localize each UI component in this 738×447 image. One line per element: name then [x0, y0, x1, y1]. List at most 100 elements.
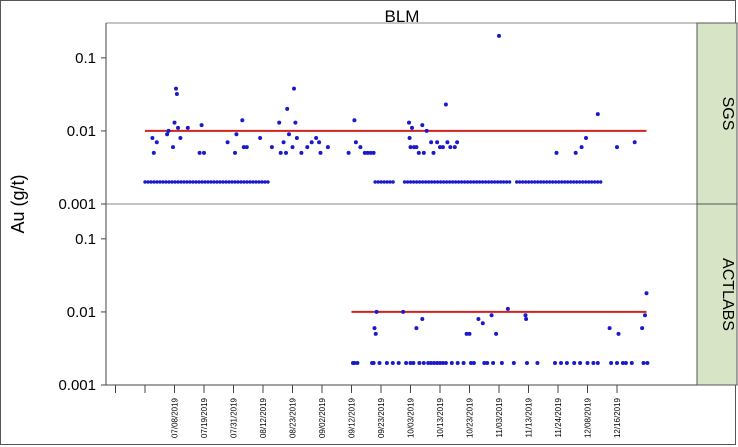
x-tick-label: 09/23/2019 [377, 397, 386, 438]
baseline-point [197, 180, 201, 184]
data-point [362, 150, 367, 155]
baseline-point [524, 180, 528, 184]
data-point [258, 136, 263, 140]
baseline-point [507, 180, 512, 184]
data-point [176, 125, 180, 130]
baseline-point [155, 180, 159, 184]
data-point [615, 361, 619, 365]
baseline-point [435, 180, 440, 184]
baseline-point [379, 180, 383, 184]
data-point [438, 145, 442, 150]
baseline-point [194, 180, 198, 184]
data-point [632, 140, 637, 145]
data-point [489, 313, 494, 318]
data-point [424, 128, 429, 133]
baseline-point [221, 180, 225, 184]
data-point [440, 361, 445, 365]
data-point [554, 150, 559, 155]
baseline-point [242, 180, 246, 184]
baseline-point [560, 180, 564, 184]
x-tick-label: 09/02/2019 [318, 397, 327, 438]
data-point [185, 125, 190, 130]
baseline-point [414, 180, 419, 184]
data-point [420, 123, 425, 128]
data-point [644, 291, 649, 296]
data-point [511, 361, 516, 365]
data-point [553, 361, 557, 365]
data-point [365, 150, 370, 155]
baseline-point [173, 180, 177, 184]
strip-actlabs: ACTLABS [696, 203, 738, 386]
data-point [573, 150, 578, 155]
data-point [559, 361, 563, 365]
y-tick-label: 0.01 [67, 304, 96, 321]
baseline-point [530, 180, 534, 184]
panel-actlabs: 0.001 0.01 0.1 [58, 203, 698, 394]
strip-background [696, 22, 738, 205]
data-point [197, 150, 202, 155]
baseline-point [170, 180, 174, 184]
baseline-point [590, 180, 594, 184]
baseline-point [402, 180, 407, 184]
baseline-point [382, 180, 386, 184]
panels-layer: 0.001 0.01 0.1 0.001 0.01 0.1 [58, 22, 698, 394]
data-point [234, 132, 239, 137]
data-point [233, 150, 237, 155]
baseline-point [501, 180, 506, 184]
data-point [461, 361, 466, 365]
baseline-point [551, 180, 555, 184]
data-point [358, 145, 363, 150]
baseline-point [257, 180, 261, 184]
data-point [171, 145, 175, 150]
data-point [404, 361, 409, 365]
data-point [464, 331, 469, 336]
data-point [455, 361, 460, 365]
baseline-point [224, 180, 228, 184]
data-point [278, 150, 283, 155]
baseline-point [233, 180, 237, 184]
data-point [480, 321, 485, 326]
baseline-point [218, 180, 222, 184]
data-point [429, 140, 434, 145]
baseline-point [486, 180, 491, 184]
data-point [505, 306, 510, 311]
baseline-point [462, 180, 467, 184]
baseline-point [385, 180, 389, 184]
data-point [299, 150, 304, 155]
data-point [241, 145, 246, 150]
data-point [584, 136, 588, 140]
baseline-point [447, 180, 452, 184]
data-point [469, 361, 473, 365]
baseline-point [260, 180, 264, 184]
y-tick-label: 0.001 [58, 377, 96, 394]
data-point [421, 150, 426, 155]
data-point [290, 145, 295, 150]
y-tick-label: 0.01 [67, 123, 96, 140]
baseline-point [388, 180, 392, 184]
data-point [384, 361, 389, 365]
data-point [445, 140, 450, 145]
data-point [620, 361, 625, 365]
x-tick-label: 11/03/2019 [495, 397, 504, 437]
data-point [373, 331, 378, 336]
data-point [440, 145, 445, 150]
data-point [429, 361, 434, 365]
baseline-point [373, 180, 377, 184]
data-point [407, 120, 411, 125]
baseline-point [527, 180, 531, 184]
data-point [277, 120, 282, 125]
baseline-point [405, 180, 410, 184]
baseline-point [179, 180, 183, 184]
baseline-point [263, 180, 267, 184]
baseline-point [563, 180, 567, 184]
data-point [377, 361, 382, 365]
baseline-point [254, 180, 258, 184]
data-point [151, 150, 156, 155]
baseline-point [167, 180, 171, 184]
x-tick-label: 11/24/2019 [554, 397, 563, 437]
data-point [524, 317, 529, 321]
data-point [325, 145, 330, 150]
baseline-point [164, 180, 168, 184]
baseline-point [453, 180, 458, 184]
